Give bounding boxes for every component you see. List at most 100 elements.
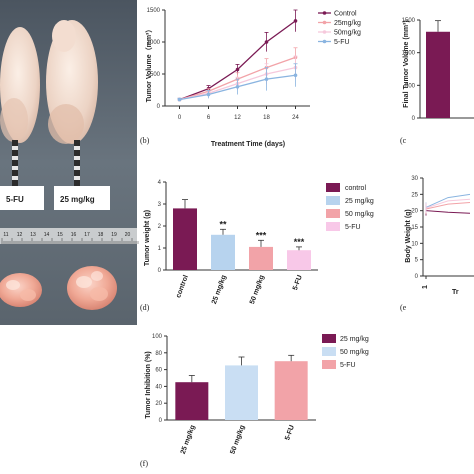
chart-d-bar [287, 250, 311, 270]
final-tumor-volume-bar-chart: Final Tumor Volume (mm³) 0 500 1000 1500 [402, 18, 474, 122]
chart-e-ylabel: Body Weight (g) [405, 209, 412, 263]
chart-f-bar [274, 361, 308, 420]
chart-e-y-tick-label: 5 [415, 258, 419, 264]
chart-b-y-tick-label: 1000 [147, 40, 161, 46]
photo-label-5fu: 5-FU [6, 195, 24, 204]
chart-b-x-tick-label: 0 [178, 115, 182, 121]
chart-e-xlabel: Tr [452, 289, 459, 296]
photo-label-25mg: 25 mg/kg [60, 195, 95, 204]
chart-b-x-tick-label: 6 [207, 115, 211, 121]
ruler-number: 18 [98, 232, 104, 238]
chart-b-y-tick-label: 0 [157, 104, 161, 110]
chart-b-xlabel: Treatment Time (days) [211, 141, 285, 148]
chart-d-significance: *** [256, 230, 267, 240]
chart-f-legend: 25 mg/kg 50 mg/kg 5-FU [322, 334, 369, 369]
chart-b-y-tick-label: 500 [150, 72, 161, 78]
ruler: 11 12 13 14 15 16 17 18 19 20 [0, 228, 139, 244]
chart-c-ylabel: Final Tumor Volume (mm³) [403, 20, 410, 108]
chart-e-y-tick-label: 10 [411, 241, 418, 247]
chart-b-legend-marker [322, 39, 327, 44]
ruler-number: 11 [3, 232, 8, 238]
ruler-number: 19 [111, 232, 117, 238]
panel-label-e: (e [400, 303, 407, 312]
chart-f-legend-swatch [322, 360, 336, 369]
chart-f-legend-label: 50 mg/kg [340, 349, 369, 356]
chart-d-legend-label: 50 mg/kg [345, 211, 374, 218]
chart-d-y-tick-label: 1 [158, 246, 162, 252]
chart-f-legend-label: 25 mg/kg [340, 336, 369, 343]
ruler-number: 20 [125, 232, 131, 238]
ruler-numbers: 11 12 13 14 15 16 17 18 19 20 [3, 232, 130, 238]
mouse-image-5fu [0, 27, 40, 188]
chart-f-y-tick-label: 100 [152, 334, 163, 340]
chart-d-legend-label: 5-FU [345, 224, 361, 231]
ruler-number: 13 [30, 232, 36, 238]
chart-e-y-tick-label: 0 [415, 274, 419, 280]
chart-c-y-tick-label: 0 [412, 116, 416, 122]
chart-d-legend: control 25 mg/kg 50 mg/kg 5-FU [326, 183, 374, 231]
chart-e-series-line [425, 210, 471, 214]
chart-b-legend-label: 25mg/kg [334, 20, 361, 27]
chart-c-y-tick-label: 1500 [402, 18, 416, 24]
tumor-volume-line-chart: Tumor Volume（mm³） Treatment Time (days) … [145, 8, 361, 148]
chart-d-y-tick-label: 3 [158, 202, 162, 208]
chart-f-legend-label: 5-FU [340, 362, 356, 369]
chart-b-legend-label: 50mg/kg [334, 30, 361, 37]
chart-d-significance: *** [294, 237, 305, 247]
tumor-image-left [0, 273, 42, 307]
chart-e-series-line [425, 193, 471, 208]
chart-b-data-point [264, 77, 269, 81]
chart-f-y-tick-label: 40 [155, 384, 162, 390]
ruler-number: 16 [71, 232, 77, 238]
photo-label-box-left [0, 186, 44, 210]
chart-f-x-tick-label: 50 mg/kg [229, 424, 246, 455]
chart-f-x-tick-label: 5-FU [284, 424, 296, 441]
chart-d-y-tick-label: 2 [158, 224, 162, 230]
chart-b-legend-label: 5-FU [334, 39, 350, 46]
ruler-number: 14 [44, 232, 50, 238]
body-weight-line-chart: Body Weight (g) Tr 0 5 10 15 20 25 30 1 [405, 176, 474, 296]
chart-b-legend-marker [322, 11, 327, 15]
panel-label-f: (f) [140, 459, 148, 468]
chart-f-y-tick-label: 0 [159, 418, 163, 424]
panel-label-d: (d) [140, 303, 150, 312]
chart-e-x-tick-label: 1 [422, 285, 429, 289]
tumor-image-right [67, 266, 117, 310]
chart-b-legend-label: Control [334, 11, 357, 18]
ruler-number: 12 [17, 232, 23, 238]
chart-b-data-point [293, 19, 298, 23]
chart-d-legend-swatch [326, 183, 340, 192]
chart-b-x-tick-label: 24 [292, 115, 299, 121]
mouse-image-25mg [46, 20, 98, 188]
chart-f-bar [175, 382, 209, 420]
chart-d-legend-swatch [326, 196, 340, 205]
chart-b-y-tick-label: 1500 [147, 8, 161, 14]
chart-e-series-line [425, 202, 471, 210]
chart-b-legend: Control 25mg/kg 50mg/kg 5-FU [318, 11, 361, 46]
chart-f-ylabel: Tumor Inhibition (%) [145, 351, 152, 419]
chart-d-x-tick-label: 25 mg/kg [211, 274, 228, 305]
mouse-photo-panel: 5-FU 25 mg/kg 11 12 13 14 15 16 17 18 19 20 [0, 0, 139, 325]
chart-b-x-tick-label: 12 [234, 115, 241, 121]
chart-e-y-tick-label: 20 [411, 209, 418, 215]
chart-b-ylabel: Tumor Volume（mm³） [145, 26, 153, 103]
tumor-weight-bar-chart: Tumor weight (g) control 25 mg/kg 50 mg/kg… [144, 180, 374, 305]
panel-label-c: (c [400, 136, 407, 145]
chart-e-series-line [425, 198, 471, 209]
photo-label-box-right [54, 186, 110, 210]
chart-b-legend-marker [322, 30, 327, 34]
chart-b-data-point [177, 97, 182, 102]
ruler-number: 15 [57, 232, 63, 238]
chart-f-legend-swatch [322, 334, 336, 343]
ruler-number: 17 [84, 232, 90, 238]
ruler-ticks [1, 238, 139, 244]
chart-f-y-tick-label: 20 [155, 401, 162, 407]
chart-d-y-tick-label: 4 [158, 180, 162, 186]
chart-d-legend-label: control [345, 185, 366, 192]
chart-d-significance: ** [219, 219, 227, 229]
chart-d-legend-swatch [326, 209, 340, 218]
chart-f-legend-swatch [322, 347, 336, 356]
chart-b-data-point [264, 40, 269, 44]
chart-f-bar [225, 365, 258, 420]
